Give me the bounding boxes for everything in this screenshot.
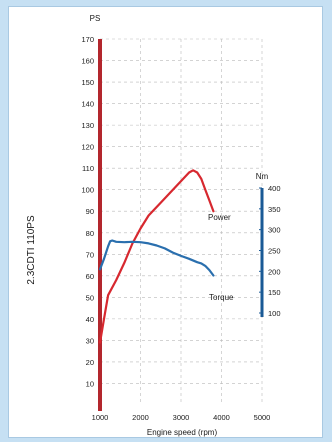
side-label: 2.3CDTI 110PS (26, 215, 37, 285)
left-tick-label: 80 (86, 229, 94, 238)
right-tick-label: 100 (268, 309, 281, 318)
left-tick-label: 140 (81, 100, 94, 109)
series-lines (98, 169, 215, 344)
left-tick-label: 150 (81, 78, 94, 87)
left-tick-label: 50 (86, 293, 94, 302)
tick-labels: 10 20 30 40 50 60 70 80 90 100 110 120 130 140 150 160 1… (81, 35, 280, 422)
right-tick-label: 200 (268, 267, 281, 276)
left-tick-label: 30 (86, 336, 94, 345)
left-tick-label: 130 (81, 121, 94, 130)
left-tick-label: 60 (86, 272, 94, 281)
right-tick-label: 150 (268, 288, 281, 297)
chart-svg: 10 20 30 40 50 60 70 80 90 100 110 120 130 140 150 160 1… (26, 14, 281, 437)
left-tick-label: 160 (81, 57, 94, 66)
left-tick-label: 90 (86, 207, 94, 216)
right-tick-label: 300 (268, 226, 281, 235)
left-tick-label: 170 (81, 35, 94, 44)
right-tick-label: 350 (268, 205, 281, 214)
right-axis-title: Nm (256, 172, 269, 181)
x-tick-label: 5000 (254, 413, 271, 422)
left-tick-label: 10 (86, 379, 94, 388)
left-tick-label: 100 (81, 186, 94, 195)
left-tick-label: 40 (86, 315, 94, 324)
left-tick-label: 20 (86, 358, 94, 367)
series-line-power (98, 169, 215, 344)
series-line-torque (98, 239, 215, 277)
x-tick-label: 3000 (173, 413, 190, 422)
left-axis-title: PS (90, 14, 101, 23)
right-tick-label: 400 (268, 184, 281, 193)
series-label-torque: Torque (209, 293, 234, 302)
left-tick-label: 110 (82, 164, 94, 173)
left-tick-label: 70 (86, 250, 94, 259)
x-axis-title: Engine speed (rpm) (147, 428, 218, 437)
grid (99, 38, 263, 405)
left-tick-label: 120 (81, 143, 94, 152)
chart-panel: 10 20 30 40 50 60 70 80 90 100 110 120 130 140 150 160 1… (8, 6, 323, 438)
axes (98, 39, 264, 411)
x-tick-label: 2000 (132, 413, 149, 422)
x-tick-label: 4000 (213, 413, 230, 422)
right-tick-label: 250 (268, 247, 281, 256)
x-tick-label: 1000 (92, 413, 109, 422)
series-label-power: Power (208, 213, 231, 222)
